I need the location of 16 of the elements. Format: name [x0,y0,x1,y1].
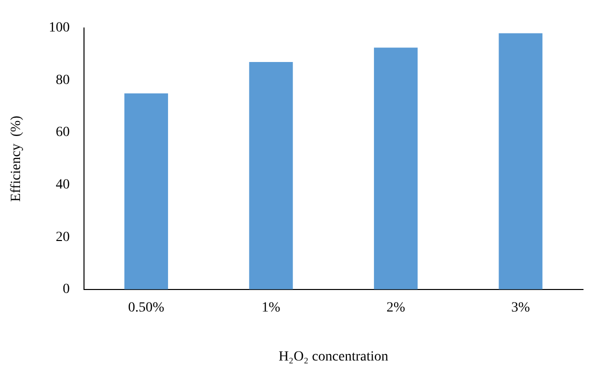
y-tick-label: 100 [48,20,70,36]
bar [498,33,542,290]
x-tick-label: 2% [386,300,406,316]
y-tick-label: 40 [56,178,70,193]
y-tick-label: 20 [56,230,70,245]
x-tick-label: 0.50% [128,300,165,316]
y-tick-label: 80 [56,72,70,88]
x-tick-label: 3% [511,300,530,316]
bar [249,62,293,290]
y-tick-label: 0 [62,282,70,298]
bar [124,93,168,290]
x-tick-label: 1% [262,300,281,316]
bar [374,48,418,290]
y-axis-title: Efficiency (%) [9,115,24,202]
y-tick-label: 60 [56,125,70,140]
x-axis-title: H₂O₂ concentration [278,349,388,364]
